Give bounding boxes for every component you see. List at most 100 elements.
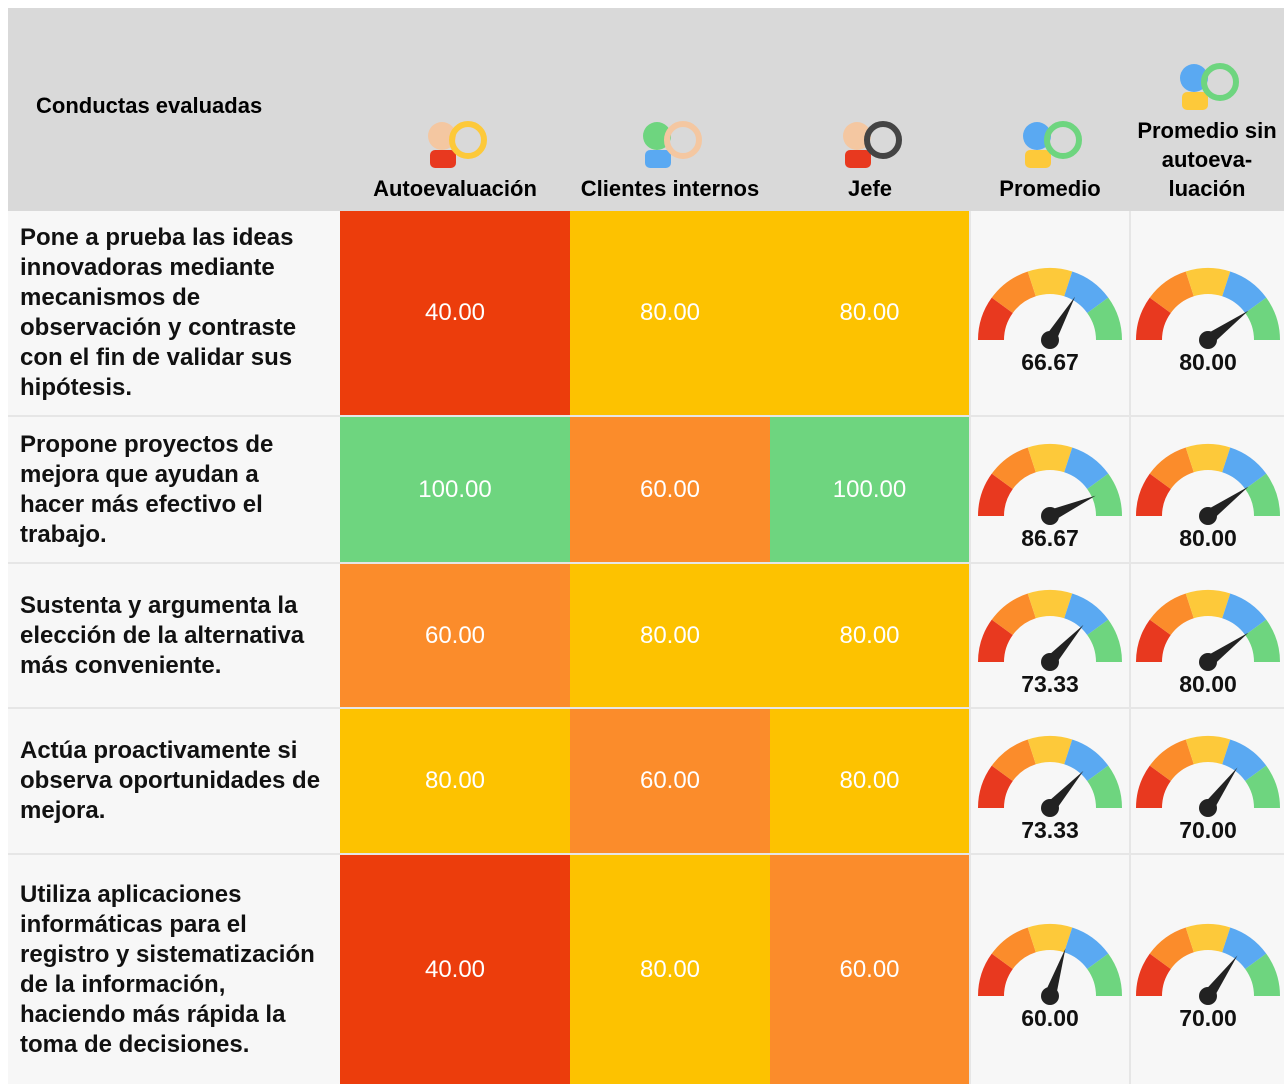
gauge: 80.00 [1135, 444, 1280, 551]
gauge-value: 73.33 [1021, 817, 1079, 843]
gauge-hub [1198, 507, 1217, 525]
header-column: Promedio sin autoeva-luación [1130, 8, 1284, 211]
gauge-hub [1041, 798, 1059, 817]
header-icon [1023, 121, 1082, 168]
icon-shape [1025, 150, 1051, 168]
gauge-hub [1041, 507, 1059, 525]
gauge-hub [1041, 987, 1059, 1005]
gauge-value: 80.00 [1179, 349, 1237, 375]
header-icon [843, 121, 902, 168]
gauge-band [1221, 593, 1266, 635]
gauge-cell: 80.00 [1129, 562, 1284, 708]
score-cell: 60.00 [770, 853, 970, 1084]
gauge-value: 73.33 [1021, 671, 1079, 697]
gauge-cell: 70.00 [1129, 853, 1284, 1084]
header-label: Clientes internos [580, 176, 760, 201]
gauge-band [991, 447, 1036, 489]
gauge-band [1087, 953, 1122, 996]
gauge-band [1087, 297, 1122, 340]
gauge-band [1149, 927, 1194, 969]
gauge-band [991, 927, 1036, 969]
gauge-band [1135, 953, 1171, 996]
gauge-value: 70.00 [1179, 1005, 1237, 1031]
score-cell: 40.00 [340, 211, 570, 416]
gauge: 80.00 [1135, 590, 1280, 697]
gauge-band [1185, 444, 1230, 473]
gauge-band [1221, 739, 1266, 781]
gauge-band [1135, 297, 1171, 340]
score-cell: 100.00 [770, 415, 970, 563]
header-behavior: Conductas evaluadas [8, 8, 340, 211]
icon-shape [449, 121, 487, 159]
gauge: 70.00 [1135, 924, 1280, 1031]
gauge-band [1087, 473, 1122, 516]
gauge-cell: 80.00 [1129, 415, 1284, 563]
gauge-value: 66.67 [1021, 349, 1079, 375]
header-label: Jefe [847, 176, 893, 201]
icon-shape [845, 150, 871, 168]
header-column: Jefe [770, 8, 970, 211]
gauge-cell: 60.00 [969, 853, 1130, 1084]
gauge-hub [1198, 653, 1217, 671]
gauge-band [1185, 735, 1230, 764]
icon-shape [1044, 121, 1082, 159]
score-cell: 80.00 [770, 211, 970, 416]
icon-shape [430, 150, 456, 168]
header-row: Conductas evaluadas Autoevaluación Client… [8, 8, 1284, 211]
icon-shape [843, 122, 871, 150]
gauge: 73.33 [978, 735, 1122, 843]
gauge: 70.00 [1135, 735, 1280, 843]
gauge-band [991, 739, 1036, 781]
gauge-band [1149, 593, 1194, 635]
score-cell: 80.00 [770, 707, 970, 854]
gauge: 80.00 [1135, 267, 1280, 375]
score-cell: 80.00 [340, 707, 570, 854]
gauge-band [1185, 924, 1230, 953]
gauge-band [1221, 271, 1266, 313]
gauge-band [1221, 447, 1266, 489]
behavior: Sustenta y argumenta la elección de la a… [8, 562, 340, 708]
gauge-band [1244, 619, 1280, 662]
header-label: Promedio sin autoeva-luación [1137, 118, 1277, 201]
gauge-value: 80.00 [1179, 671, 1237, 697]
header-label: Promedio [999, 176, 1101, 201]
gauge-band [1149, 447, 1194, 489]
score-cell: 80.00 [570, 853, 770, 1084]
gauge-needle [1047, 495, 1096, 522]
gauge-cell: 80.00 [1129, 211, 1284, 416]
header-label: Autoevaluación [373, 176, 537, 201]
gauge-hub [1198, 798, 1217, 817]
gauge-band [1087, 765, 1122, 808]
behavior: Actúa proactivamente si observa oportuni… [8, 707, 340, 854]
gauge-band [978, 297, 1013, 340]
gauge-band [1221, 927, 1266, 969]
behavior: Propone proyectos de mejora que ayudan a… [8, 415, 340, 563]
gauge-band [1064, 271, 1109, 313]
header-column: Promedio [970, 8, 1130, 211]
row: Pone a prueba las ideas innovadoras medi… [8, 211, 1284, 416]
gauge-band [1185, 590, 1230, 619]
gauge: 86.67 [978, 444, 1122, 551]
gauge-value: 86.67 [1021, 525, 1079, 551]
evaluation-table: Conductas evaluadas Autoevaluación Client… [8, 8, 1284, 1084]
gauge-band [1087, 619, 1122, 662]
gauge-band [1149, 739, 1194, 781]
gauge-value: 70.00 [1179, 817, 1237, 843]
row: Sustenta y argumenta la elección de la a… [8, 562, 1284, 708]
gauge-band [1244, 473, 1280, 516]
gauge-band [978, 953, 1013, 996]
gauge-band [1064, 593, 1109, 635]
score-cell: 60.00 [570, 707, 770, 854]
gauge-band [1064, 447, 1109, 489]
row: Propone proyectos de mejora que ayudan a… [8, 415, 1284, 563]
gauge: 73.33 [978, 590, 1122, 697]
score-cell: 40.00 [340, 853, 570, 1084]
gauge-cell: 73.33 [969, 562, 1130, 708]
gauge-band [1244, 953, 1280, 996]
gauge-value: 60.00 [1021, 1005, 1079, 1031]
gauge-band [978, 619, 1013, 662]
header-icon [643, 121, 702, 168]
score-cell: 60.00 [570, 415, 770, 563]
gauge-cell: 70.00 [1129, 707, 1284, 854]
gauge-band [991, 593, 1036, 635]
